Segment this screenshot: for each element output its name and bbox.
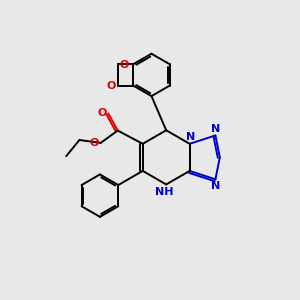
Text: O: O — [97, 108, 106, 118]
Text: N: N — [186, 132, 195, 142]
Text: N: N — [211, 124, 220, 134]
Text: NH: NH — [155, 187, 174, 197]
Text: O: O — [106, 81, 116, 91]
Text: N: N — [211, 181, 220, 191]
Text: O: O — [120, 60, 129, 70]
Text: O: O — [89, 138, 99, 148]
